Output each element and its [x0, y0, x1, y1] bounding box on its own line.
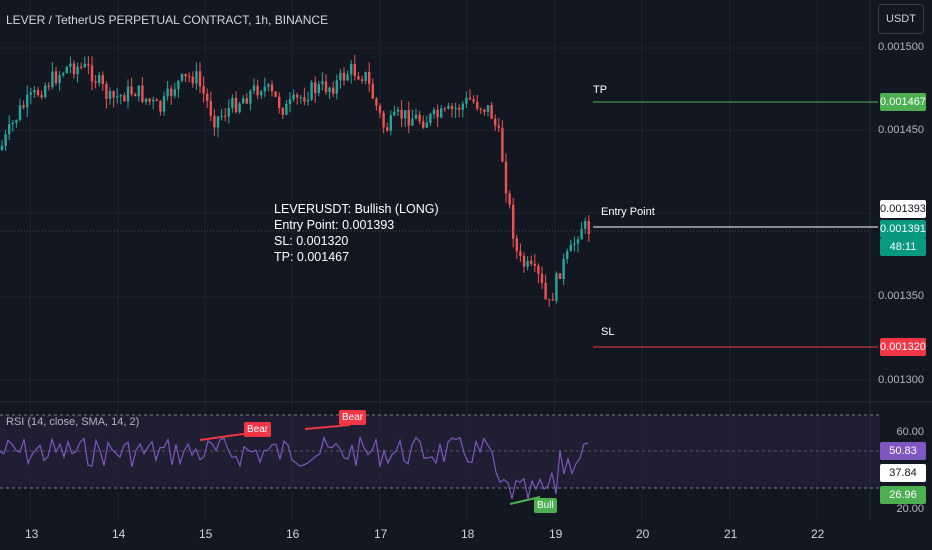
chart-title: LEVER / TetherUS PERPETUAL CONTRACT, 1h,…: [6, 13, 329, 27]
time-tick-16: 16: [286, 527, 300, 541]
time-tick-15: 15: [199, 527, 213, 541]
candlestick-series: [0, 54, 590, 307]
rsi-ma-value-tag: 37.84: [880, 464, 926, 482]
entry-price-tag: 0.001393: [880, 200, 926, 218]
sl-label: SL: [601, 326, 615, 338]
current-price-tag: 0.001391: [880, 220, 926, 238]
rsi-line: [0, 435, 589, 499]
tp-price-tag: 0.001467: [880, 93, 926, 111]
bear-divergence-label-2: Bear: [339, 410, 367, 425]
bear-divergence-line-2: [304, 424, 351, 430]
time-tick-22: 22: [811, 527, 825, 541]
sl-price-tag: 0.001320: [880, 338, 926, 356]
rsi-tick-20: 20.00: [896, 503, 924, 515]
price-tick-0001350: 0.001350: [878, 290, 924, 302]
time-tick-17: 17: [374, 527, 388, 541]
time-tick-18: 18: [461, 527, 475, 541]
rsi-indicator-title[interactable]: RSI (14, close, SMA, 14, 2): [6, 416, 140, 428]
rsi-tick-60: 60.00: [896, 426, 924, 438]
time-tick-19: 19: [549, 527, 563, 541]
tp-label: TP: [593, 84, 608, 96]
time-tick-14: 14: [112, 527, 126, 541]
countdown-tag: 48:11: [880, 238, 926, 256]
currency-button[interactable]: USDT: [878, 4, 924, 34]
price-tick-0001500: 0.001500: [878, 41, 924, 53]
time-tick-20: 20: [636, 527, 650, 541]
price-tick-0001450: 0.001450: [878, 124, 924, 136]
entry-label: Entry Point: [601, 206, 655, 218]
bull-divergence-label: Bull: [534, 498, 557, 513]
time-tick-21: 21: [724, 527, 738, 541]
price-tick-0001300: 0.001300: [878, 374, 924, 386]
time-tick-13: 13: [25, 527, 39, 541]
bear-divergence-label-1: Bear: [244, 422, 272, 437]
rsi-value-tag: 50.83: [880, 442, 926, 460]
rsi-extra-value-tag: 26.96: [880, 486, 926, 504]
trade-annotation: LEVERUSDT: Bullish (LONG) Entry Point: 0…: [274, 202, 439, 264]
bear-divergence-line-1: [199, 432, 251, 441]
